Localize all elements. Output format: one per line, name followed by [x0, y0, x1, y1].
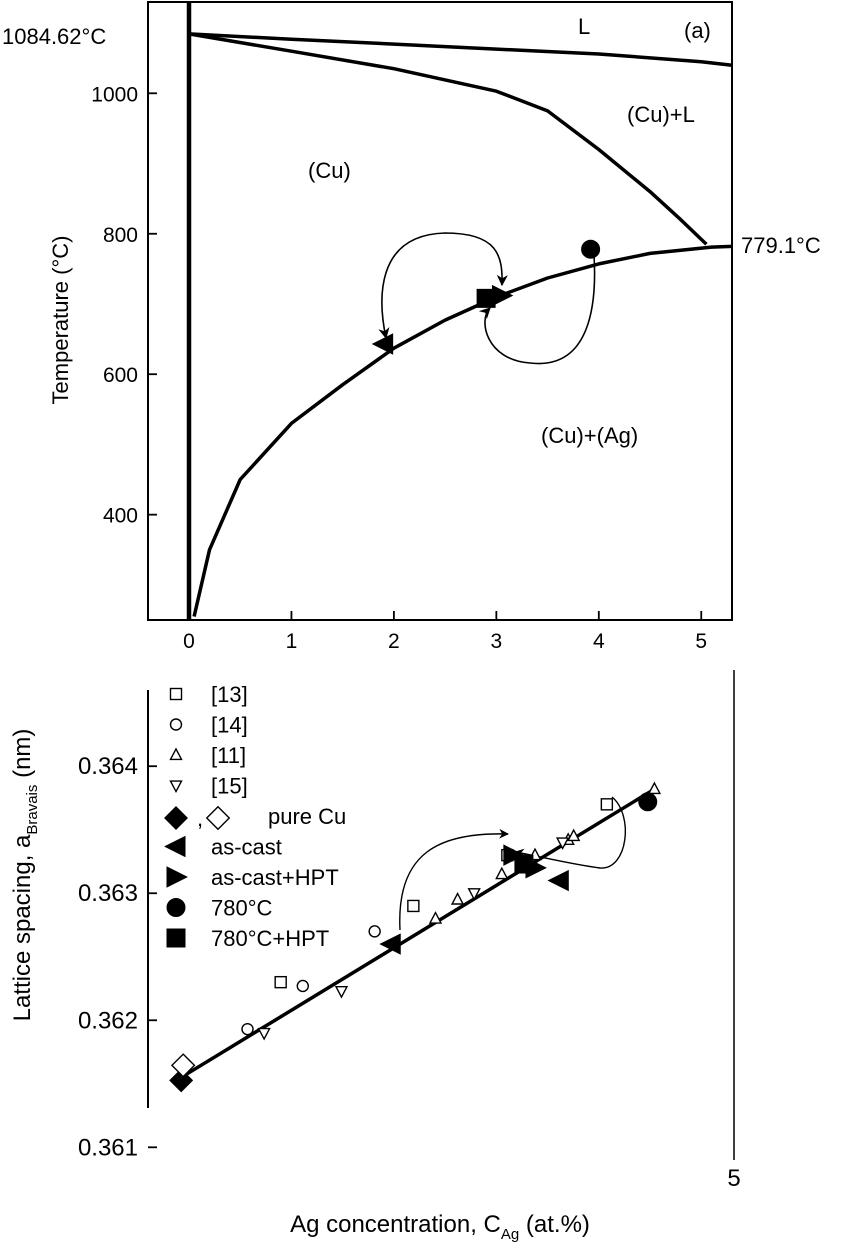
y-tick-label: 0.363	[78, 880, 138, 907]
y-tick-label: 400	[103, 505, 138, 528]
y-axis-label-main: Lattice spacing, a	[9, 834, 36, 1021]
data-point	[450, 892, 465, 905]
phase-diagram-panel: 0 1 2 3 4 5 400 600 800 1000 (a) 1084.62°C 779.1°…	[2, 1, 821, 653]
legend-label: 780°C	[211, 896, 273, 921]
data-point	[514, 854, 534, 874]
data-point	[600, 798, 614, 811]
solvus-curve	[192, 244, 733, 617]
legend-marker	[169, 780, 183, 794]
triangle-left-point	[371, 333, 394, 355]
x-axis-label-sub: Ag	[501, 1226, 519, 1243]
axis-ticks: 0.361 0.362 0.363 0.364 5	[78, 753, 741, 1192]
square-point	[476, 288, 496, 308]
data-point	[567, 828, 581, 842]
data-point	[257, 1027, 271, 1041]
region-label-cu: (Cu)	[308, 158, 351, 183]
data-point	[241, 1022, 254, 1036]
legend-marker	[169, 718, 183, 731]
pure-cu-point-open	[170, 1053, 196, 1078]
legend-marker	[166, 898, 186, 917]
solidus-curve	[188, 32, 708, 246]
transition-arrows	[378, 232, 596, 365]
transition-arrows	[399, 796, 626, 931]
y-axis-label-sub: Bravais	[24, 785, 41, 835]
data-point	[638, 792, 658, 812]
pure-cu-point-filled	[169, 1068, 194, 1093]
legend-label: [13]	[211, 682, 248, 707]
plot-frame	[147, 1, 733, 621]
data-point	[647, 781, 662, 795]
data-point	[428, 911, 443, 924]
circle-point	[581, 239, 601, 259]
y-axis-label-b: Lattice spacing, aBravais (nm)	[9, 729, 41, 1022]
x-axis-label-unit: (at.%)	[519, 1211, 590, 1238]
legend-label: pure Cu	[268, 804, 346, 829]
region-label-liquid: L	[578, 14, 590, 39]
x-tick-label: 4	[593, 630, 605, 653]
legend-diamond-filled	[164, 806, 188, 830]
y-tick-label: 800	[103, 224, 138, 247]
x-axis-label-main: Ag concentration, C	[290, 1211, 501, 1238]
legend-marker	[164, 835, 186, 858]
legend: [13] [14] [11] [15], pure Cu as-cast as-cast+H…	[164, 682, 346, 951]
legend-marker	[169, 687, 183, 701]
phase-boundaries	[186, 2, 733, 620]
y-tick-label: 1000	[91, 83, 138, 106]
lattice-spacing-panel: 0.361 0.362 0.363 0.364 5 [13] [14] [11] [15], p…	[9, 670, 741, 1243]
y-tick-label: 0.362	[78, 1007, 138, 1034]
x-axis-label-b: Ag concentration, CAg (at.%)	[290, 1211, 590, 1243]
legend-marker	[166, 928, 186, 948]
eutectic-label: 779.1°C	[741, 233, 821, 258]
data-point	[495, 866, 509, 880]
data-point	[547, 869, 569, 892]
panel-label: (a)	[684, 18, 711, 43]
arrow-780-to-hpt-b	[514, 796, 626, 869]
data-points	[169, 781, 662, 1093]
x-tick-label: 0	[183, 630, 195, 653]
x-tick-label: 2	[388, 630, 400, 653]
x-tick-label: 5	[695, 630, 707, 653]
legend-diamond-open	[205, 805, 231, 831]
arrow-as-cast-to-hpt	[378, 232, 508, 340]
data-point	[503, 844, 525, 866]
region-label-cu-ag: (Cu)+(Ag)	[541, 423, 638, 448]
arrow-as-cast-to-hpt-b	[399, 828, 509, 931]
data-point	[296, 979, 309, 993]
y-tick-label: 0.361	[78, 1134, 138, 1161]
x-tick-label: 1	[286, 630, 298, 653]
x-tick-label: 3	[491, 630, 503, 653]
data-point	[467, 888, 481, 901]
legend-marker	[169, 747, 183, 761]
data-point	[379, 933, 401, 955]
data-point	[555, 837, 570, 850]
y-axis-label-unit: (nm)	[9, 729, 36, 785]
axis-ticks: 0 1 2 3 4 5 400 600 800 1000	[91, 83, 707, 653]
liquidus-curve	[188, 32, 733, 67]
legend-marker	[166, 866, 188, 888]
legend-label: as-cast	[211, 835, 282, 860]
y-tick-label: 0.364	[78, 753, 138, 780]
legend-comma: ,	[197, 806, 203, 831]
melting-point-label: 1084.62°C	[2, 24, 106, 49]
y-tick-label: 600	[103, 364, 138, 387]
data-point	[334, 985, 349, 999]
region-label-cu-liquid: (Cu)+L	[627, 102, 695, 127]
data-point	[274, 975, 287, 989]
data-point	[407, 899, 420, 913]
phase-points	[371, 239, 601, 355]
legend-label: [14]	[211, 713, 248, 738]
x-tick-label: 5	[727, 1165, 740, 1192]
data-point	[368, 925, 381, 938]
svg-text:Lattice spacing, aBravais (nm): Lattice spacing, aBravais (nm)	[9, 729, 41, 1022]
y-axis-label-a: Temperature (°C)	[48, 236, 73, 405]
legend-label: [11]	[211, 743, 246, 768]
legend-label: as-cast+HPT	[211, 865, 339, 890]
arrow-780-to-hpt	[478, 254, 596, 365]
legend-label: [15]	[211, 774, 248, 799]
legend-label: 780°C+HPT	[211, 926, 329, 951]
